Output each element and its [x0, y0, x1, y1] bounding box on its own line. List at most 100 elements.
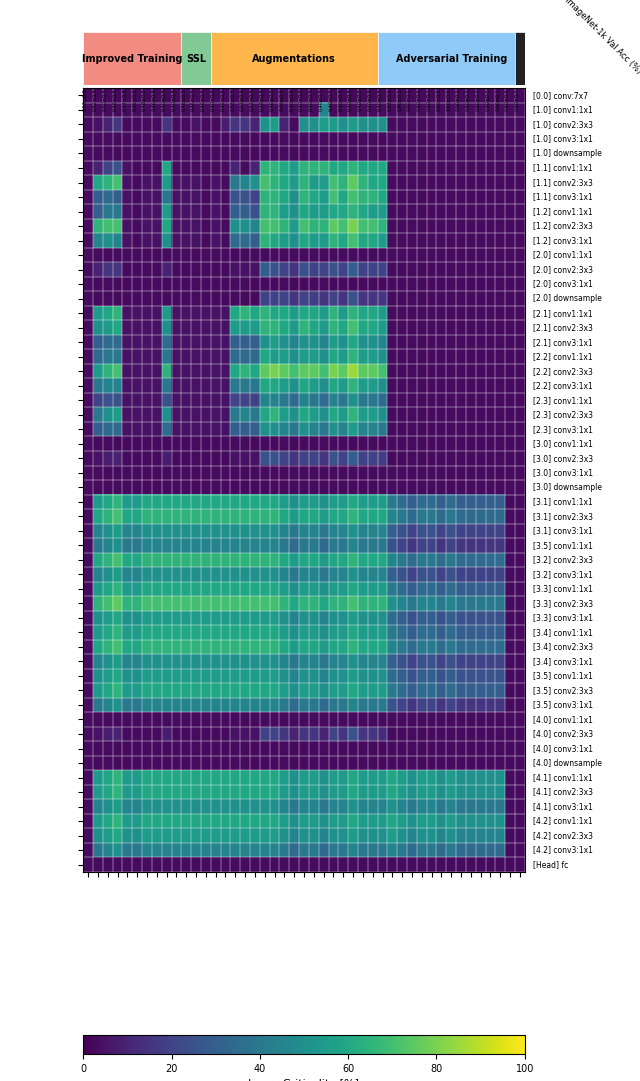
Text: [3.3] conv2:3x3: [3.3] conv2:3x3	[532, 599, 593, 608]
Text: [2.2] conv1:1x1: [2.2] conv1:1x1	[532, 352, 592, 361]
Text: [3.3] conv1:1x1: [3.3] conv1:1x1	[532, 585, 593, 593]
FancyBboxPatch shape	[181, 32, 211, 85]
Text: [1.0] downsample: [1.0] downsample	[532, 149, 602, 158]
Text: 0.40±0.5: 0.40±0.5	[299, 89, 304, 111]
Text: 0.90±0.1: 0.90±0.1	[486, 89, 490, 111]
Text: [1.1] conv1:1x1: [1.1] conv1:1x1	[532, 163, 592, 173]
Text: [1.1] conv3:1x1: [1.1] conv3:1x1	[532, 192, 593, 201]
Text: 0.46±0.5: 0.46±0.5	[181, 89, 186, 111]
Text: 0.90±0.1: 0.90±0.1	[495, 89, 500, 111]
FancyBboxPatch shape	[515, 32, 525, 85]
Text: 0.90±0.1: 0.90±0.1	[427, 89, 431, 111]
Text: 0.45±0.5: 0.45±0.5	[221, 89, 225, 111]
Text: 0.90±0.1: 0.90±0.1	[505, 89, 510, 111]
X-axis label: Layer Criticality [%]: Layer Criticality [%]	[248, 1079, 360, 1081]
Text: Augmentations: Augmentations	[252, 54, 336, 64]
Text: [4.1] conv1:1x1: [4.1] conv1:1x1	[532, 773, 593, 782]
FancyBboxPatch shape	[378, 32, 525, 85]
Text: [3.1] conv1:1x1: [3.1] conv1:1x1	[532, 497, 593, 506]
Text: [1.1] conv2:3x3: [1.1] conv2:3x3	[532, 178, 593, 187]
Text: SSL: SSL	[186, 54, 206, 64]
Text: 0.40±0.5: 0.40±0.5	[172, 89, 177, 111]
Text: [1.0] conv2:3x3: [1.0] conv2:3x3	[532, 120, 593, 129]
Text: 0.40±0.5: 0.40±0.5	[358, 89, 363, 111]
Text: [4.2] conv3:1x1: [4.2] conv3:1x1	[532, 845, 593, 855]
Text: 0.50±0.5: 0.50±0.5	[103, 89, 108, 111]
Text: [1.0] conv1:1x1: [1.0] conv1:1x1	[532, 106, 593, 115]
Text: [2.2] conv2:3x3: [2.2] conv2:3x3	[532, 366, 593, 376]
Text: [3.2] conv2:3x3: [3.2] conv2:3x3	[532, 556, 593, 564]
Text: 0.46±0.5: 0.46±0.5	[280, 89, 284, 111]
Text: [3.4] conv3:1x1: [3.4] conv3:1x1	[532, 657, 593, 666]
Text: 0.90±0.1: 0.90±0.1	[407, 89, 412, 111]
Text: 0.47±0.5: 0.47±0.5	[122, 89, 127, 111]
Text: 0.40±0.5: 0.40±0.5	[289, 89, 294, 111]
Text: 0.40±0.5: 0.40±0.5	[339, 89, 343, 111]
Text: 0.46±0.5: 0.46±0.5	[152, 89, 157, 111]
Text: 0.52±0.5: 0.52±0.5	[93, 89, 98, 111]
Text: [3.0] downsample: [3.0] downsample	[532, 483, 602, 492]
Text: [4.2] conv2:3x3: [4.2] conv2:3x3	[532, 831, 593, 840]
Text: Improved Training: Improved Training	[82, 54, 182, 64]
Text: [3.0] conv2:3x3: [3.0] conv2:3x3	[532, 454, 593, 463]
Text: [3.5] conv1:1x1: [3.5] conv1:1x1	[532, 671, 593, 680]
Text: [3.2] conv3:1x1: [3.2] conv3:1x1	[532, 570, 593, 578]
FancyBboxPatch shape	[211, 32, 378, 85]
Text: [4.1] conv2:3x3: [4.1] conv2:3x3	[532, 788, 593, 797]
Text: [2.2] conv3:1x1: [2.2] conv3:1x1	[532, 382, 593, 390]
Text: [1.2] conv1:1x1: [1.2] conv1:1x1	[532, 208, 592, 216]
Text: [1.2] conv3:1x1: [1.2] conv3:1x1	[532, 236, 593, 245]
Text: [2.0] downsample: [2.0] downsample	[532, 294, 602, 303]
Text: [2.0] conv1:1x1: [2.0] conv1:1x1	[532, 251, 593, 259]
Text: 0.93±0.1: 0.93±0.1	[387, 89, 392, 111]
Text: [2.1] conv1:1x1: [2.1] conv1:1x1	[532, 309, 592, 318]
Text: 0.48±0.5: 0.48±0.5	[260, 89, 265, 111]
Text: [1.2] conv2:3x3: [1.2] conv2:3x3	[532, 222, 593, 230]
Text: Adversarial Training: Adversarial Training	[396, 54, 507, 64]
Text: 0.90±0.1: 0.90±0.1	[446, 89, 451, 111]
Text: [4.0] conv2:3x3: [4.0] conv2:3x3	[532, 730, 593, 738]
Text: [3.4] conv1:1x1: [3.4] conv1:1x1	[532, 628, 593, 637]
Text: [2.3] conv1:1x1: [2.3] conv1:1x1	[532, 396, 593, 404]
Text: 0.48±0.5: 0.48±0.5	[113, 89, 118, 111]
Text: 0.46±0.5: 0.46±0.5	[201, 89, 206, 111]
Text: ImageNet-1k Val Acc (%): ImageNet-1k Val Acc (%)	[563, 0, 640, 76]
Text: [1.0] conv3:1x1: [1.0] conv3:1x1	[532, 134, 593, 144]
Text: 0.45±0.5: 0.45±0.5	[132, 89, 137, 111]
Text: 0.40±0.5: 0.40±0.5	[319, 89, 324, 111]
Text: 0.40±0.5: 0.40±0.5	[328, 89, 333, 111]
Text: 0.53±0.5: 0.53±0.5	[250, 89, 255, 111]
Text: 0.46±0.5: 0.46±0.5	[191, 89, 196, 111]
Text: 0.90±0.1: 0.90±0.1	[417, 89, 422, 111]
Text: [2.1] conv3:1x1: [2.1] conv3:1x1	[532, 337, 593, 347]
Text: [2.1] conv2:3x3: [2.1] conv2:3x3	[532, 323, 593, 332]
Text: 0.40±0.5: 0.40±0.5	[211, 89, 216, 111]
Text: 0.90±0.1: 0.90±0.1	[476, 89, 481, 111]
Text: [3.1] conv3:1x1: [3.1] conv3:1x1	[532, 526, 593, 535]
Text: 0.53±0.5: 0.53±0.5	[83, 89, 88, 111]
Text: [Head] fc: [Head] fc	[532, 860, 568, 869]
Text: [3.5] conv1:1x1: [3.5] conv1:1x1	[532, 540, 593, 550]
Text: [4.1] conv3:1x1: [4.1] conv3:1x1	[532, 802, 593, 811]
Text: [3.0] conv3:1x1: [3.0] conv3:1x1	[532, 468, 593, 478]
Text: 0.90±0.1: 0.90±0.1	[466, 89, 471, 111]
Text: 0.48±0.5: 0.48±0.5	[142, 89, 147, 111]
Text: [3.5] conv3:1x1: [3.5] conv3:1x1	[532, 700, 593, 709]
Text: 0.40±0.5: 0.40±0.5	[162, 89, 166, 111]
Text: [2.3] conv3:1x1: [2.3] conv3:1x1	[532, 425, 593, 433]
Text: [0.0] conv:7x7: [0.0] conv:7x7	[532, 91, 588, 99]
Text: [4.2] conv1:1x1: [4.2] conv1:1x1	[532, 816, 593, 826]
Text: 0.53±0.5: 0.53±0.5	[230, 89, 236, 111]
Text: [4.0] conv3:1x1: [4.0] conv3:1x1	[532, 744, 593, 753]
Text: 0.46±0.5: 0.46±0.5	[269, 89, 275, 111]
Text: 0.90±0.1: 0.90±0.1	[436, 89, 442, 111]
Text: [2.0] conv3:1x1: [2.0] conv3:1x1	[532, 280, 593, 289]
Text: 0.90±0.1: 0.90±0.1	[515, 89, 520, 111]
Text: 0.40±0.5: 0.40±0.5	[378, 89, 383, 111]
Text: 0.40±0.5: 0.40±0.5	[348, 89, 353, 111]
Text: 0.53±0.5: 0.53±0.5	[240, 89, 245, 111]
Text: [3.5] conv2:3x3: [3.5] conv2:3x3	[532, 686, 593, 695]
Text: 0.90±0.1: 0.90±0.1	[397, 89, 402, 111]
Text: [2.3] conv2:3x3: [2.3] conv2:3x3	[532, 410, 593, 419]
Text: [2.0] conv2:3x3: [2.0] conv2:3x3	[532, 265, 593, 275]
